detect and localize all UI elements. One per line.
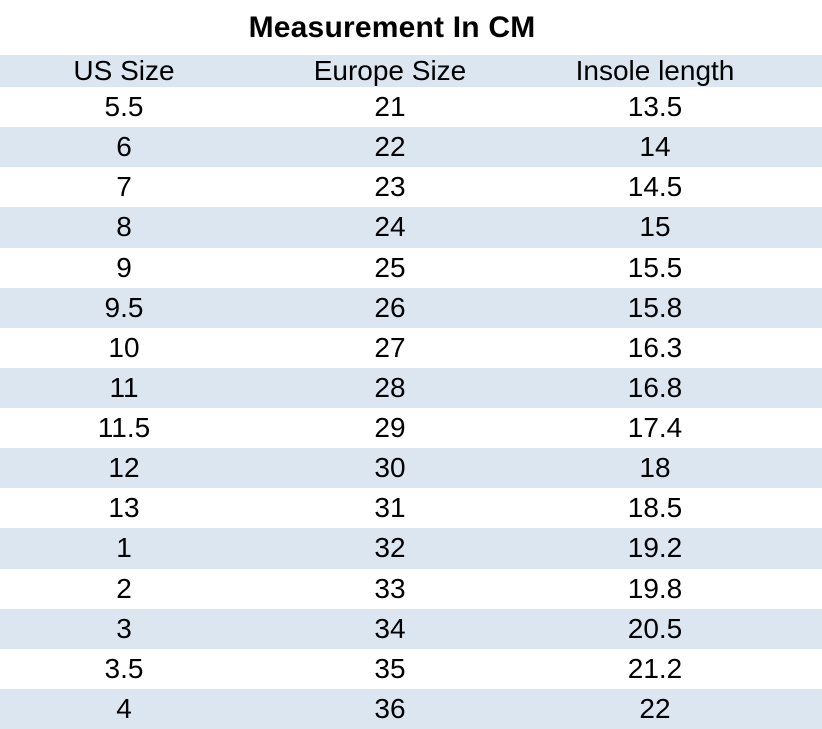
table-cell: 32 [374,532,406,564]
table-cell: 22 [374,131,406,163]
table-cell: 6 [116,131,132,163]
table-cell: 18 [639,452,671,484]
table-cell: 34 [374,612,406,644]
table-cell: 14 [639,131,671,163]
table-cell: 18.5 [627,492,683,524]
table-row: 12 30 18 [0,448,822,489]
page-title: Measurement In CM [248,10,536,44]
table-cell: 19.2 [627,532,683,564]
table-cell: 16.3 [627,331,683,363]
table-cell: 9 [116,251,132,283]
table-cell: 20.5 [627,612,683,644]
table-row: 3 34 20.5 [0,608,822,649]
size-table: US Size Europe Size Insole length 5.5 21 1… [0,55,822,729]
table-cell: 4 [116,692,132,724]
table-cell: 5.5 [104,91,144,123]
table-cell: 25 [374,251,406,283]
table-cell: 3.5 [104,652,144,684]
table-cell: 24 [374,211,406,243]
table-cell: 22 [639,692,671,724]
table-cell: 17.4 [627,412,683,444]
header-row: US Size Europe Size Insole length [0,55,822,87]
table-cell: 30 [374,452,406,484]
table-cell: 26 [374,291,406,323]
table-row: 2 33 19.8 [0,568,822,609]
table-cell: 31 [374,492,406,524]
table-row: 11 28 16.8 [0,367,822,408]
table-row: 9 25 15.5 [0,247,822,288]
table-cell: 36 [374,692,406,724]
table-cell: 15.8 [627,291,683,323]
table-cell: 35 [374,652,406,684]
table-cell: 21 [374,91,406,123]
table-cell: 21.2 [627,652,683,684]
table-cell: 8 [116,211,132,243]
table-row: 11.5 29 17.4 [0,408,822,449]
table-row: 9.5 26 15.8 [0,287,822,328]
table-cell: 29 [374,412,406,444]
table-cell: 9.5 [104,291,144,323]
table-cell: 2 [116,572,132,604]
table-cell: 13.5 [627,91,683,123]
table-row: 8 24 15 [0,207,822,248]
table-cell: 33 [374,572,406,604]
table-cell: 10 [108,331,140,363]
table-cell: 11 [109,371,139,403]
table-cell: 27 [374,331,406,363]
table-row: 10 27 16.3 [0,327,822,368]
table-cell: 3 [116,612,132,644]
table-body: 5.5 21 13.5 6 22 14 7 23 14.5 8 24 15 9 25 15.5 9.5 26 15… [0,87,822,729]
table-cell: 11.5 [97,412,151,444]
table-row: 4 36 22 [0,688,822,729]
table-cell: 15.5 [627,251,683,283]
table-cell: 23 [374,171,406,203]
table-row: 7 23 14.5 [0,167,822,208]
table-cell: 16.8 [627,371,683,403]
column-header-insole-length: Insole length [575,55,735,86]
table-cell: 14.5 [627,171,683,203]
table-row: 6 22 14 [0,127,822,168]
table-cell: 28 [374,371,406,403]
table-cell: 12 [108,452,140,484]
table-cell: 15 [639,211,671,243]
table-row: 1 32 19.2 [0,528,822,569]
table-row: 3.5 35 21.2 [0,648,822,689]
table-row: 13 31 18.5 [0,488,822,529]
table-cell: 19.8 [627,572,683,604]
table-cell: 13 [108,492,140,524]
column-header-us-size: US Size [73,55,175,86]
table-row: 5.5 21 13.5 [0,87,822,128]
table-cell: 7 [116,171,132,203]
table-cell: 1 [116,532,132,564]
column-header-europe-size: Europe Size [313,55,467,86]
